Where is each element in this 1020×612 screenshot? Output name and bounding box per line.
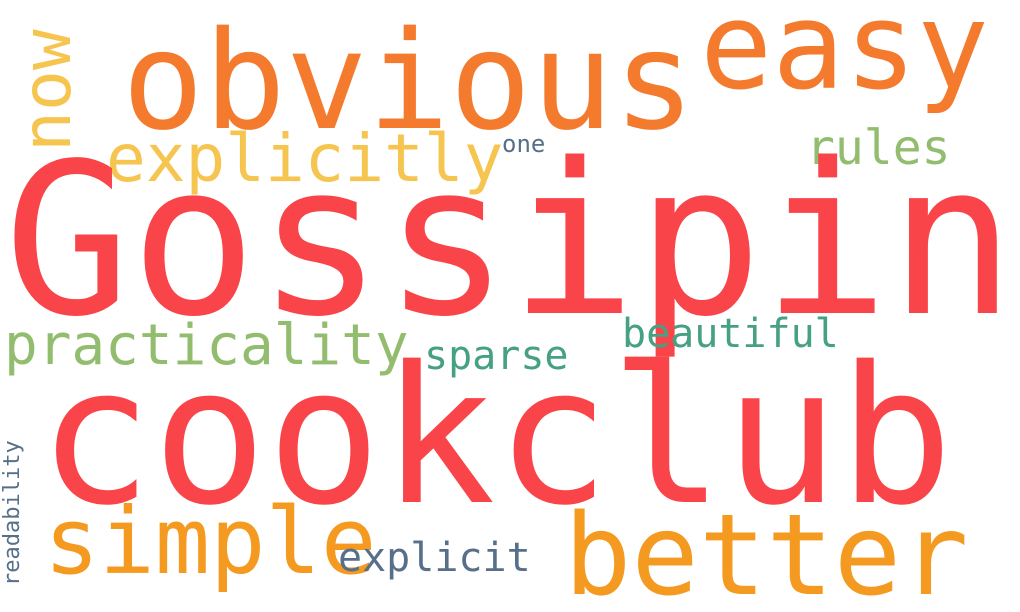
word-easy: easy [700,0,989,117]
word-cookclub: cookclub [38,326,954,547]
word-one: one [502,130,546,158]
word-readability: readability [0,440,25,586]
word-explicitly: explicitly [106,120,504,197]
word-beautiful: beautiful [622,311,839,357]
word-sparse: sparse [424,333,569,379]
word-better: better [564,491,969,612]
word-practicality: practicality [4,313,409,378]
word-gossiping: Gossiping [4,118,1020,363]
word-simple: simple [44,488,377,595]
word-explicit: explicit [338,535,531,581]
word-rules: rules [806,120,951,176]
word-obvious: obvious [122,3,696,161]
